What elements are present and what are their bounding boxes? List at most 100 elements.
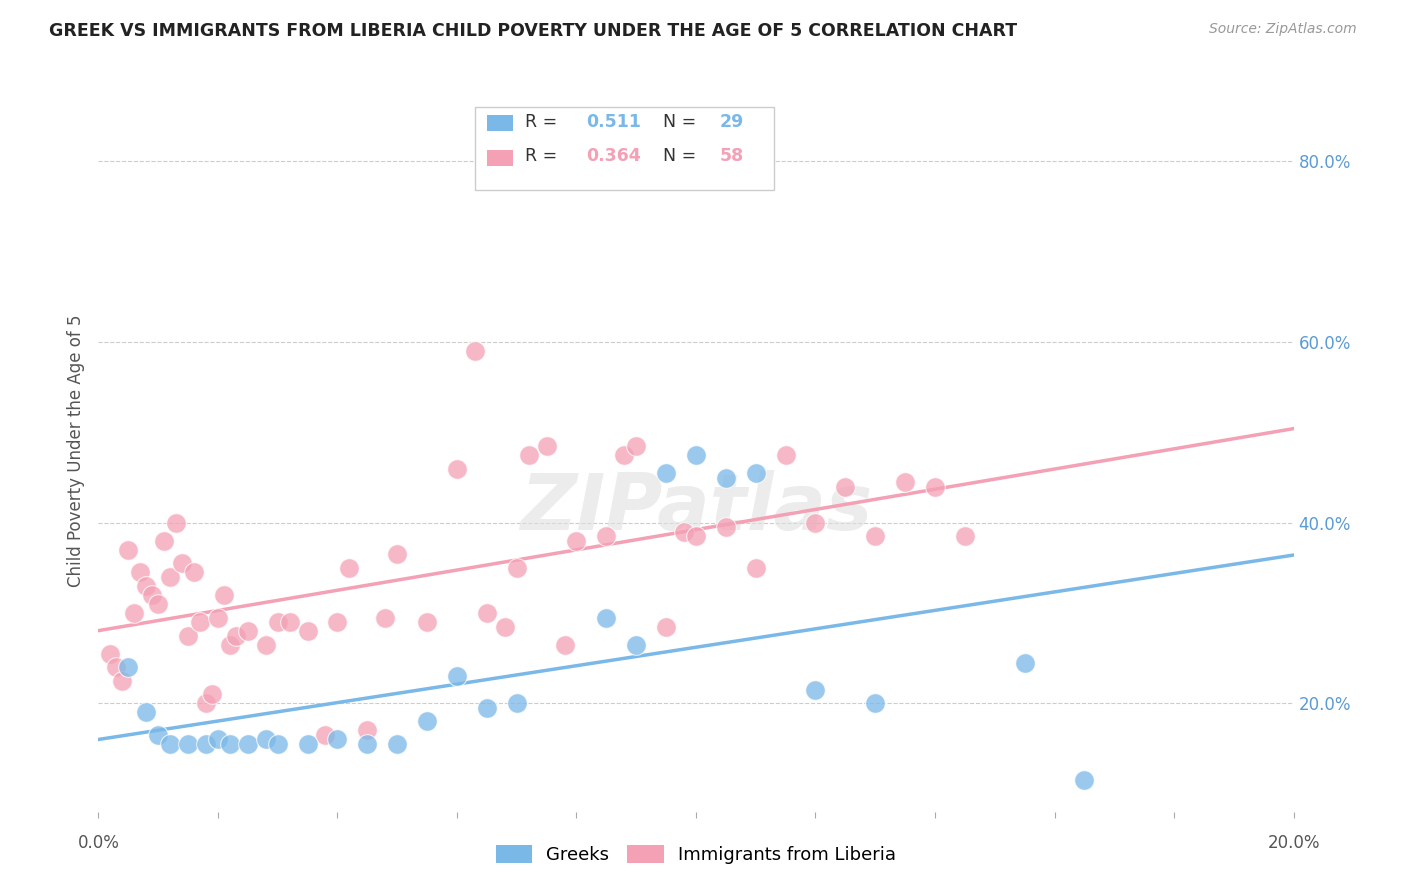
Point xyxy=(177,737,200,751)
FancyBboxPatch shape xyxy=(486,115,513,131)
Point xyxy=(105,660,128,674)
Text: R =: R = xyxy=(524,112,562,131)
Point xyxy=(745,466,768,480)
Point xyxy=(111,673,134,688)
Point xyxy=(98,647,122,661)
Point xyxy=(183,566,205,580)
Point xyxy=(254,732,277,747)
Point xyxy=(315,728,337,742)
Point xyxy=(135,706,157,720)
Text: 29: 29 xyxy=(720,112,744,131)
Point xyxy=(775,448,797,462)
Text: 20.0%: 20.0% xyxy=(1267,834,1320,852)
Y-axis label: Child Poverty Under the Age of 5: Child Poverty Under the Age of 5 xyxy=(66,314,84,587)
Point xyxy=(804,682,827,697)
Point xyxy=(613,448,636,462)
Point xyxy=(924,480,946,494)
Point xyxy=(148,728,170,742)
Point xyxy=(865,529,887,543)
Point xyxy=(124,606,146,620)
Point xyxy=(339,561,361,575)
Text: ZIPatlas: ZIPatlas xyxy=(520,470,872,546)
Point xyxy=(278,615,301,629)
Point xyxy=(385,737,409,751)
Text: N =: N = xyxy=(652,147,702,165)
Point xyxy=(655,466,678,480)
Text: GREEK VS IMMIGRANTS FROM LIBERIA CHILD POVERTY UNDER THE AGE OF 5 CORRELATION CH: GREEK VS IMMIGRANTS FROM LIBERIA CHILD P… xyxy=(49,22,1018,40)
Text: 0.364: 0.364 xyxy=(586,147,641,165)
Legend: Greeks, Immigrants from Liberia: Greeks, Immigrants from Liberia xyxy=(489,838,903,871)
Point xyxy=(626,638,648,652)
Point xyxy=(225,629,247,643)
Point xyxy=(416,714,439,729)
Point xyxy=(685,448,707,462)
Point xyxy=(153,533,176,548)
Text: 0.0%: 0.0% xyxy=(77,834,120,852)
Point xyxy=(506,561,529,575)
Point xyxy=(374,610,396,624)
Point xyxy=(1014,656,1036,670)
Point xyxy=(117,660,139,674)
Point xyxy=(595,610,617,624)
Text: Source: ZipAtlas.com: Source: ZipAtlas.com xyxy=(1209,22,1357,37)
Point xyxy=(201,687,224,701)
Point xyxy=(188,615,211,629)
FancyBboxPatch shape xyxy=(475,107,773,190)
Point xyxy=(219,638,242,652)
Point xyxy=(236,737,259,751)
Point xyxy=(685,529,707,543)
Point xyxy=(141,588,163,602)
Point xyxy=(165,516,187,530)
Point xyxy=(464,344,486,359)
Point xyxy=(834,480,856,494)
Point xyxy=(595,529,617,543)
Point xyxy=(207,732,229,747)
Point xyxy=(159,737,181,751)
Point xyxy=(326,732,349,747)
Text: R =: R = xyxy=(524,147,562,165)
Point xyxy=(446,461,468,475)
Point xyxy=(236,624,259,639)
Point xyxy=(416,615,439,629)
Point xyxy=(297,624,319,639)
Text: 0.511: 0.511 xyxy=(586,112,641,131)
Point xyxy=(626,439,648,453)
Point xyxy=(536,439,558,453)
Point xyxy=(207,610,229,624)
Point xyxy=(475,701,498,715)
Point xyxy=(172,557,194,571)
Point xyxy=(254,638,277,652)
Point xyxy=(135,579,157,593)
Point xyxy=(714,470,737,484)
Point xyxy=(356,723,378,738)
FancyBboxPatch shape xyxy=(486,150,513,166)
Point xyxy=(297,737,319,751)
Point xyxy=(446,669,468,683)
Point xyxy=(195,737,218,751)
Point xyxy=(865,696,887,710)
Point xyxy=(475,606,498,620)
Point xyxy=(159,570,181,584)
Text: 58: 58 xyxy=(720,147,744,165)
Point xyxy=(212,588,235,602)
Point xyxy=(714,520,737,534)
Point xyxy=(267,615,290,629)
Point xyxy=(673,524,696,539)
Point xyxy=(894,475,917,489)
Text: N =: N = xyxy=(652,112,702,131)
Point xyxy=(517,448,540,462)
Point xyxy=(494,619,516,633)
Point xyxy=(148,597,170,611)
Point xyxy=(356,737,378,751)
Point xyxy=(804,516,827,530)
Point xyxy=(117,542,139,557)
Point xyxy=(506,696,529,710)
Point xyxy=(219,737,242,751)
Point xyxy=(195,696,218,710)
Point xyxy=(385,547,409,561)
Point xyxy=(554,638,576,652)
Point xyxy=(655,619,678,633)
Point xyxy=(267,737,290,751)
Point xyxy=(129,566,152,580)
Point xyxy=(326,615,349,629)
